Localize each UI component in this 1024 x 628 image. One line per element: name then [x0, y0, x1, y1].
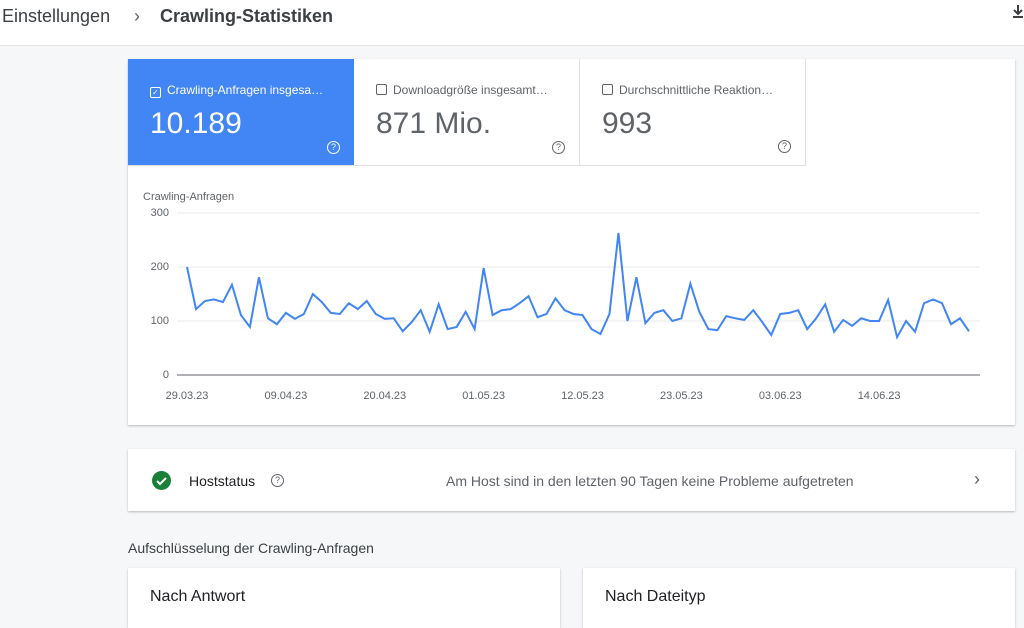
y-tick-label: 200	[151, 261, 169, 273]
y-tick-label: 100	[151, 315, 169, 327]
chart-card: ✓ Crawling-Anfragen insgesa… 10.189 ? Dow…	[128, 59, 1015, 425]
x-tick-label: 12.05.23	[561, 390, 604, 402]
breadcrumb-current: Crawling-Statistiken	[160, 6, 334, 26]
x-tick-label: 09.04.23	[264, 390, 307, 402]
breadcrumb-separator: ›	[134, 6, 140, 26]
x-tick-label: 03.06.23	[759, 390, 802, 402]
status-ok-icon	[152, 471, 171, 490]
host-status-title: Hoststatus	[189, 473, 256, 489]
y-tick-label: 300	[151, 207, 169, 219]
chart: Crawling-Anfragen 0 100 200 300 29.03.23 09.0…	[143, 191, 980, 402]
metric-value: 993	[602, 107, 653, 140]
breakdown-card: Nach Dateityp	[583, 568, 1015, 628]
host-status-message: Am Host sind in den letzten 90 Tagen kei…	[446, 473, 854, 489]
x-tick-label: 29.03.23	[166, 390, 209, 402]
y-tick-label: 0	[163, 369, 169, 381]
card-title: Nach Dateityp	[605, 588, 706, 605]
data-line	[186, 232, 970, 340]
chevron: ›	[974, 469, 980, 489]
download-icon[interactable]	[1012, 4, 1024, 18]
page: Einstellungen › Crawling-Statistiken ✓ Cr…	[0, 0, 1024, 605]
y-axis-label: Crawling-Anfragen	[143, 191, 234, 203]
header: Einstellungen › Crawling-Statistiken	[0, 0, 1024, 46]
breadcrumb-link[interactable]: Einstellungen	[2, 6, 111, 26]
metric-tab[interactable]: Durchschnittliche Reaktion… 993 ?	[580, 59, 806, 166]
metric-value: 871 Mio.	[376, 107, 492, 140]
host-status-card[interactable]: Hoststatus ? Am Host sind in den letzten…	[128, 449, 1015, 511]
x-tick-label: 23.05.23	[660, 390, 703, 402]
breakdown-card: Nach Antwort	[128, 568, 560, 628]
section-title: Aufschlüsselung der Crawling-Anfragen	[128, 540, 374, 556]
metric-label: Downloadgröße insgesamt…	[393, 83, 548, 97]
x-tick-label: 01.05.23	[462, 390, 505, 402]
metric-value: 10.189	[150, 107, 242, 140]
card-title: Nach Antwort	[150, 588, 246, 605]
metric-label: Durchschnittliche Reaktion…	[619, 83, 774, 97]
metric-tab[interactable]: ✓ Crawling-Anfragen insgesa… 10.189 ?	[128, 59, 354, 166]
metric-tab[interactable]: Downloadgröße insgesamt… 871 Mio. ?	[354, 59, 580, 166]
x-tick-label: 20.04.23	[363, 390, 406, 402]
metric-label: Crawling-Anfragen insgesa…	[167, 83, 324, 97]
x-tick-label: 14.06.23	[858, 390, 901, 402]
